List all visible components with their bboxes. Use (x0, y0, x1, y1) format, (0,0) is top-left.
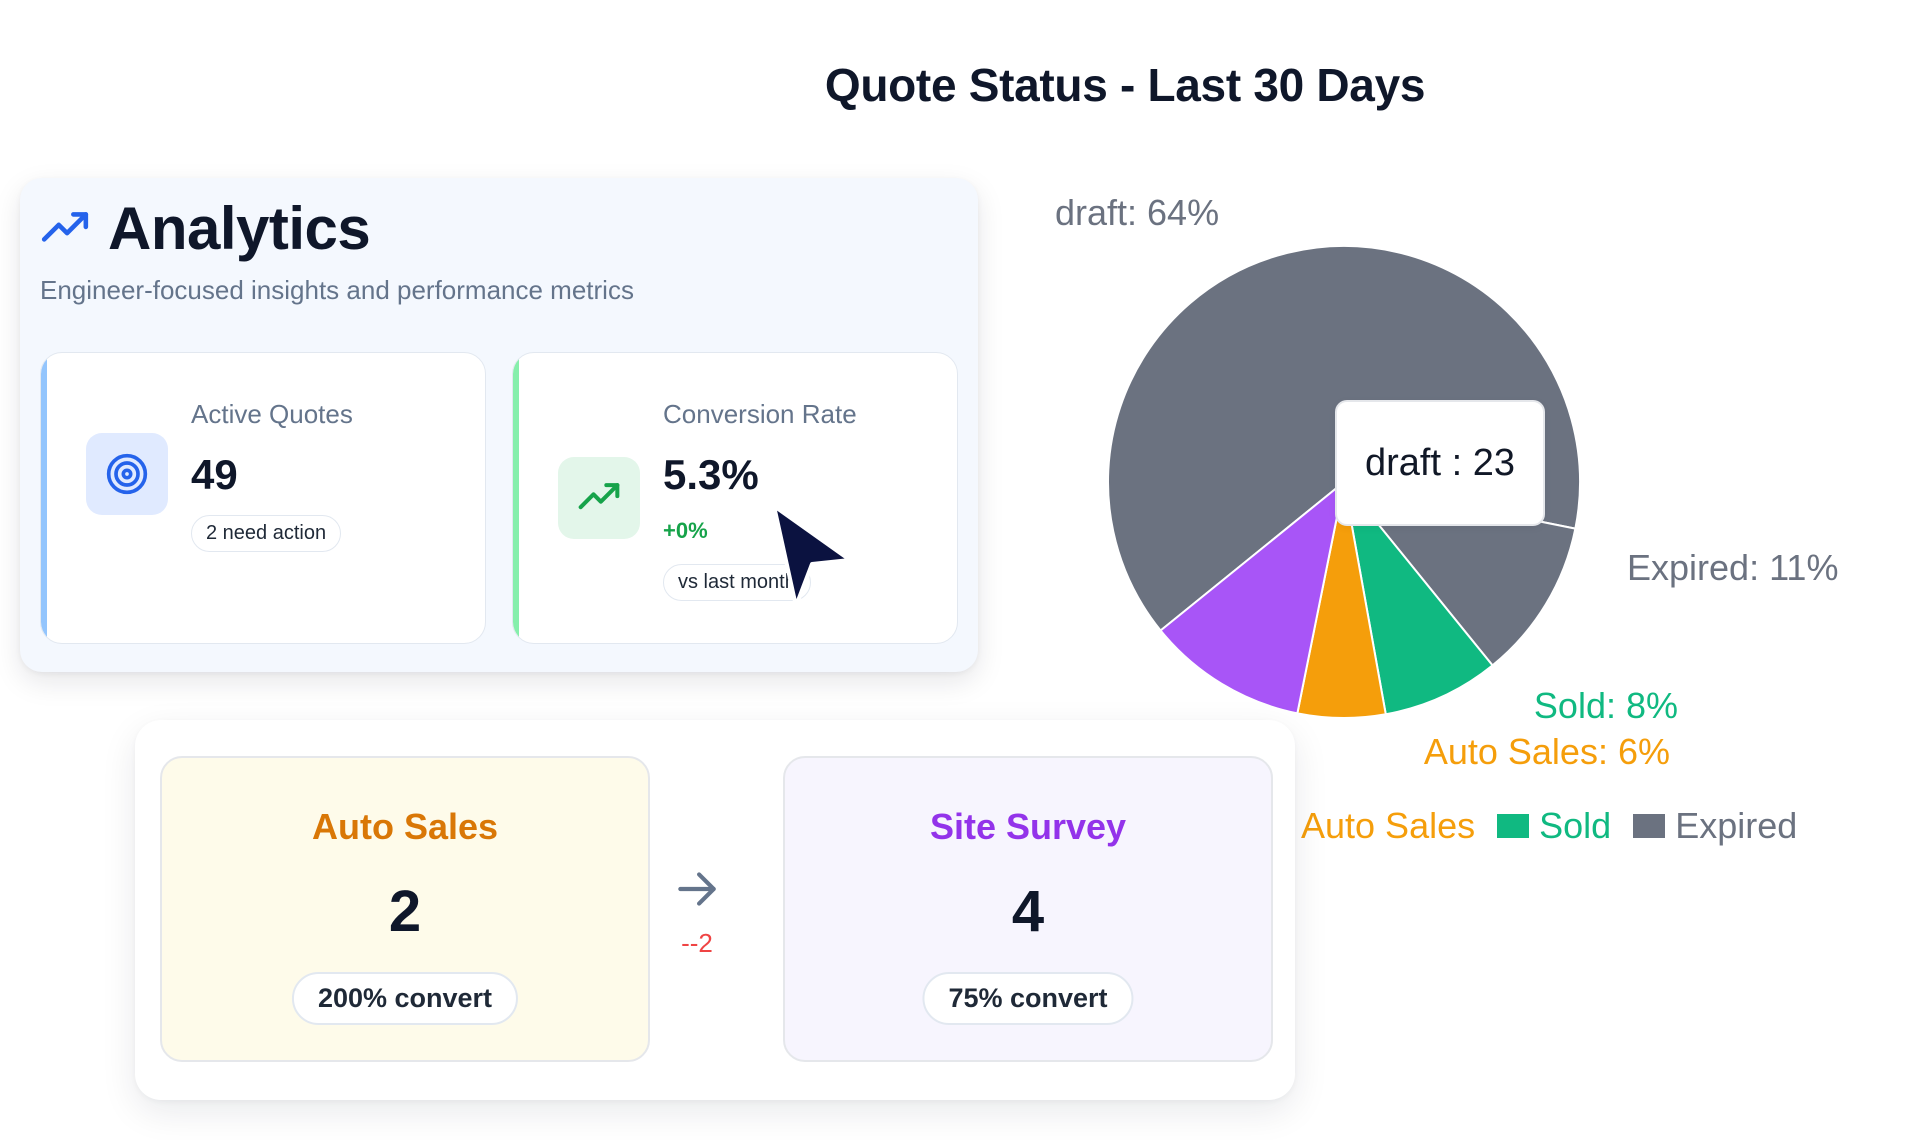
stage-card-site-survey[interactable]: Site Survey 4 75% convert (783, 756, 1273, 1062)
pie-slice-site-survey[interactable] (1159, 479, 1346, 715)
metric-accent-bar (513, 353, 519, 643)
trending-up-icon (41, 211, 89, 242)
pie-label-draft: draft: 64% (1055, 192, 1219, 233)
chart-title: Quote Status - Last 30 Days (824, 59, 1426, 111)
conversion-badge: 75% convert (922, 972, 1134, 1025)
chart-tooltip: draft : 23 (1335, 400, 1545, 526)
metric-label: Active Quotes (191, 399, 353, 429)
arrow-right-icon (678, 872, 716, 906)
page-subtitle: Engineer-focused insights and performanc… (40, 275, 634, 305)
metric-icon-container (86, 433, 168, 515)
trending-up-icon (578, 483, 620, 510)
pie-label-expired: Expired: 11% (1627, 547, 1838, 588)
stage-title: Auto Sales (311, 806, 499, 847)
metric-value: 5.3% (663, 451, 759, 498)
legend-item-auto-sales[interactable]: Auto Sales (1285, 805, 1475, 847)
funnel-card: Auto Sales 2 200% convert --2 Site Surve… (135, 720, 1295, 1100)
pie-label-auto-sales: Auto Sales: 6% (1424, 731, 1670, 772)
analytics-card: Analytics Engineer-focused insights and … (20, 178, 978, 672)
metric-icon-container (558, 457, 640, 539)
stage-title: Site Survey (929, 806, 1127, 847)
need-action-badge[interactable]: 2 need action (191, 515, 342, 552)
legend-label: Auto Sales (1301, 805, 1476, 846)
page-title: Analytics (108, 195, 371, 262)
legend-item-sold[interactable]: Sold (1497, 805, 1611, 847)
metric-card-active-quotes[interactable]: Active Quotes 49 2 need action (40, 352, 486, 644)
pie-label-sold: Sold: 8% (1534, 685, 1678, 726)
legend-item-expired[interactable]: Expired (1633, 805, 1797, 847)
stage-count: 4 (1011, 879, 1045, 944)
stage-count: 2 (388, 879, 422, 944)
metric-label: Conversion Rate (663, 399, 857, 429)
analytics-header: Analytics (40, 194, 371, 263)
legend-label: Sold (1539, 805, 1612, 846)
stage-delta: --2 (681, 928, 713, 958)
metric-accent-bar (41, 353, 47, 643)
mouse-cursor-icon (772, 504, 852, 608)
conversion-badge: 200% convert (291, 972, 519, 1025)
metric-change: +0% (663, 518, 708, 543)
metric-card-conversion-rate[interactable]: Conversion Rate 5.3% +0% vs last month (512, 352, 958, 644)
legend-swatch (1497, 814, 1530, 838)
legend-swatch (1633, 814, 1666, 838)
chart-legend: Auto Sales Sold Expired (1285, 805, 1819, 847)
metric-value: 49 (191, 451, 238, 498)
target-icon (106, 453, 148, 495)
stage-card-auto-sales[interactable]: Auto Sales 2 200% convert (160, 756, 650, 1062)
legend-label: Expired (1675, 805, 1798, 846)
